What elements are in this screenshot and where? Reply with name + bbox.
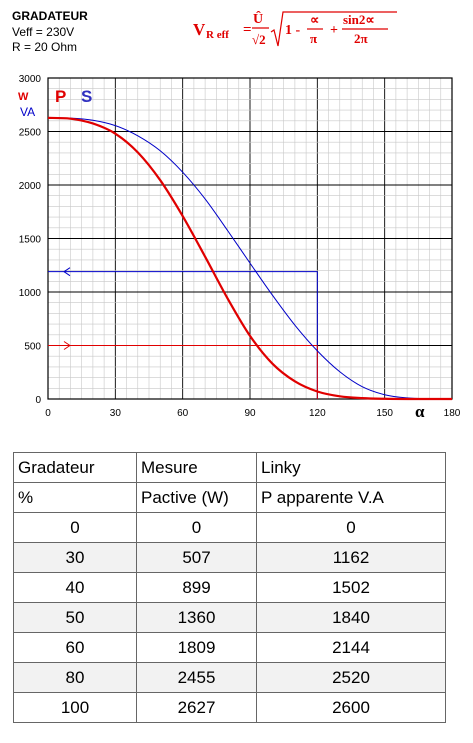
formula-numerator: Û <box>253 10 263 27</box>
table-cell: 507 <box>136 542 257 573</box>
unit-va-label: VA <box>20 105 35 119</box>
measurement-table: Gradateur Mesure Linky% Pactive (W) P appare… <box>13 452 446 723</box>
table-cell: % <box>13 482 137 513</box>
table-cell: P apparente V.A <box>256 482 446 513</box>
table-row: 30 507 1162 <box>13 542 446 573</box>
table-cell: Linky <box>256 452 446 483</box>
table-row: 60 1809 2144 <box>13 632 446 663</box>
y-tick-label: 500 <box>24 342 41 353</box>
x-tick-label: 180 <box>444 408 461 419</box>
formula-root <box>270 11 397 47</box>
svg-text:=: = <box>243 22 252 38</box>
table-cell: 60 <box>13 632 137 663</box>
chart-series <box>47 116 453 401</box>
table-cell: 1840 <box>256 602 446 633</box>
table-cell: Gradateur <box>13 452 137 483</box>
arrow-icon <box>63 267 71 277</box>
table-cell: 2520 <box>256 662 446 693</box>
formula-lhs-sub: R eff <box>206 29 229 41</box>
table-row: 100 2627 2600 <box>13 692 446 723</box>
formula-alpha: ∝ <box>310 12 319 27</box>
formula-pi: π <box>310 31 317 46</box>
table-header-row: % Pactive (W) P apparente V.A <box>13 482 446 513</box>
unit-w-label: W <box>18 91 29 103</box>
table-cell: 0 <box>136 512 257 543</box>
resistance-label: R = 20 Ohm <box>12 40 78 54</box>
y-tick-label: 2000 <box>19 181 42 192</box>
table-cell: 30 <box>13 542 137 573</box>
formula-lhs: V <box>193 20 206 39</box>
table-row: 80 2455 2520 <box>13 662 446 693</box>
table-cell: 1809 <box>136 632 257 663</box>
chart: 0 30 60 90 120 150 180 0 500 1000 1500 2000 2500 3000… <box>18 74 461 421</box>
y-tick-label: 1500 <box>19 235 42 246</box>
formula-plus: + <box>330 23 338 38</box>
chart-ticks: 0 30 60 90 120 150 180 0 500 1000 1500 2000 2500 3000 <box>19 74 461 419</box>
table-row: 50 1360 1840 <box>13 602 446 633</box>
table-cell: 2627 <box>136 692 257 723</box>
table-cell: 1162 <box>256 542 446 573</box>
formula-denominator: √2 <box>252 32 266 47</box>
series-line-p <box>47 116 452 401</box>
y-tick-label: 1000 <box>19 288 42 299</box>
table-cell: 0 <box>256 512 446 543</box>
formula: V R eff = Û √2 1 - ∝ π + sin2∝ 2π <box>193 10 397 47</box>
x-tick-label: 90 <box>244 408 256 419</box>
series-line-s <box>47 117 453 400</box>
chart-grid <box>47 77 453 400</box>
x-tick-label: 150 <box>376 408 393 419</box>
table-cell: 2600 <box>256 692 446 723</box>
table-cell: 2144 <box>256 632 446 663</box>
table-cell: 2455 <box>136 662 257 693</box>
formula-one-minus: 1 - <box>285 23 301 38</box>
y-tick-label: 3000 <box>19 74 42 85</box>
formula-sin-term: sin2∝ <box>343 12 375 27</box>
arrow-icon <box>63 341 71 350</box>
table-cell: 1502 <box>256 572 446 603</box>
x-tick-label: 120 <box>309 408 326 419</box>
x-tick-label: 30 <box>110 408 122 419</box>
series-label-p: P <box>55 87 66 106</box>
table-cell: Mesure <box>136 452 257 483</box>
formula-two-pi: 2π <box>354 31 368 46</box>
table-cell: 0 <box>13 512 137 543</box>
chart-title: GRADATEUR <box>12 9 88 23</box>
voltage-label: Veff = 230V <box>12 25 75 39</box>
y-tick-label: 2500 <box>19 128 42 139</box>
table-cell: 1360 <box>136 602 257 633</box>
plot-frame <box>47 77 453 400</box>
x-axis-symbol: α <box>415 402 425 421</box>
x-tick-label: 60 <box>177 408 189 419</box>
table-header-row: Gradateur Mesure Linky <box>13 452 446 483</box>
table-cell: 80 <box>13 662 137 693</box>
table-cell: 40 <box>13 572 137 603</box>
table-row: 40 899 1502 <box>13 572 446 603</box>
x-tick-label: 0 <box>45 408 51 419</box>
series-label-s: S <box>81 87 92 106</box>
table-cell: 100 <box>13 692 137 723</box>
y-tick-label: 0 <box>35 395 41 406</box>
table-cell: Pactive (W) <box>136 482 257 513</box>
reference-lines <box>48 267 318 399</box>
table-cell: 50 <box>13 602 137 633</box>
table-cell: 899 <box>136 572 257 603</box>
